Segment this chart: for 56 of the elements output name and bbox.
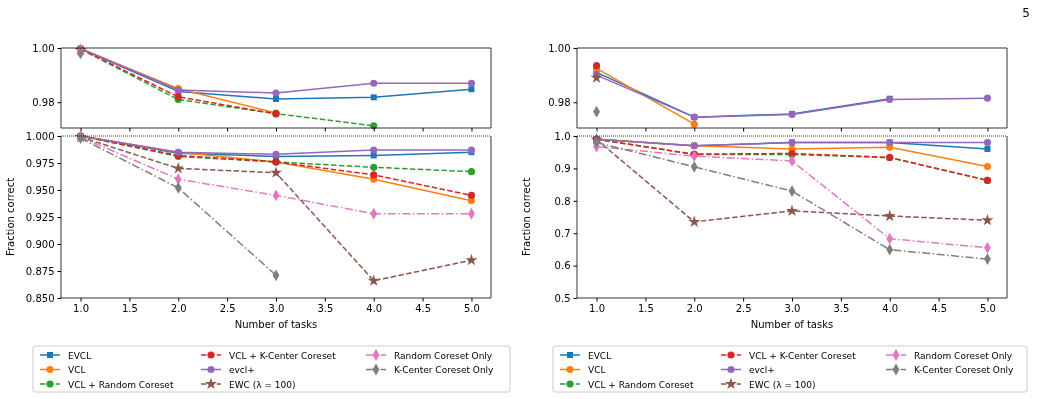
x-tick-label: 2.5 [219, 302, 236, 314]
y-tick-label: 0.9 [554, 163, 571, 175]
x-tick-label: 1.0 [589, 302, 605, 314]
y-axis-title: Fraction correct [5, 177, 16, 257]
y-axis-title: Fraction correct [521, 177, 532, 257]
x-tick-label: 5.0 [464, 302, 480, 314]
legend-label: VCL + Random Coreset [588, 379, 694, 390]
y-tick-label: 0.98 [548, 96, 571, 108]
x-tick-label: 1.5 [121, 302, 138, 314]
x-tick-label: 3.5 [833, 302, 850, 314]
y-tick-label: 1.000 [25, 130, 55, 142]
legend-label: VCL + K-Center Coreset [749, 350, 857, 361]
legend-label: K-Center Coreset Only [914, 365, 1015, 375]
y-tick-label: 0.98 [32, 96, 55, 108]
x-axis-title: Number of tasks [750, 319, 834, 330]
legend-label: K-Center Coreset Only [394, 365, 495, 375]
x-tick-label: 3.0 [268, 302, 285, 314]
y-tick-label: 1.0 [554, 130, 571, 142]
y-tick-label: 0.8 [554, 195, 571, 207]
y-tick-label: 1.00 [548, 42, 571, 54]
x-tick-label: 4.0 [882, 302, 899, 314]
legend-label: VCL + Random Coreset [68, 379, 174, 390]
legend-label: EWC (λ = 100) [229, 379, 296, 390]
x-tick-label: 1.0 [73, 302, 89, 314]
legend-label: Random Coreset Only [914, 350, 1013, 361]
x-tick-label: 4.5 [931, 302, 948, 314]
y-tick-label: 0.5 [554, 292, 571, 304]
y-tick-label: 1.00 [32, 42, 55, 54]
legend-label: VCL [68, 365, 86, 375]
y-tick-label: 0.950 [25, 184, 55, 196]
y-tick-label: 0.900 [25, 238, 55, 250]
x-tick-label: 3.5 [317, 302, 334, 314]
x-tick-label: 2.5 [735, 302, 752, 314]
legend-label: Random Coreset Only [394, 350, 493, 361]
x-tick-label: 4.0 [366, 302, 383, 314]
y-tick-label: 0.925 [25, 211, 55, 223]
text: 5 [1022, 6, 1030, 20]
y-tick-label: 0.850 [25, 292, 55, 304]
legend-label: EVCL [68, 350, 92, 361]
legend-label: evcl+ [229, 365, 255, 375]
y-tick-label: 0.6 [554, 260, 571, 272]
y-tick-label: 0.875 [25, 265, 55, 277]
x-tick-label: 3.0 [784, 302, 801, 314]
x-tick-label: 5.0 [980, 302, 996, 314]
x-tick-label: 1.5 [637, 302, 654, 314]
x-tick-label: 4.5 [415, 302, 432, 314]
x-tick-label: 2.0 [686, 302, 703, 314]
x-tick-label: 2.0 [170, 302, 187, 314]
y-tick-label: 0.7 [554, 227, 571, 239]
legend-label: VCL + K-Center Coreset [229, 350, 337, 361]
legend-label: EVCL [588, 350, 612, 361]
y-tick-label: 0.975 [25, 157, 55, 169]
x-axis-title: Number of tasks [234, 319, 318, 330]
legend-label: evcl+ [749, 365, 775, 375]
legend-label: VCL [588, 365, 606, 375]
legend-label: EWC (λ = 100) [749, 379, 816, 390]
